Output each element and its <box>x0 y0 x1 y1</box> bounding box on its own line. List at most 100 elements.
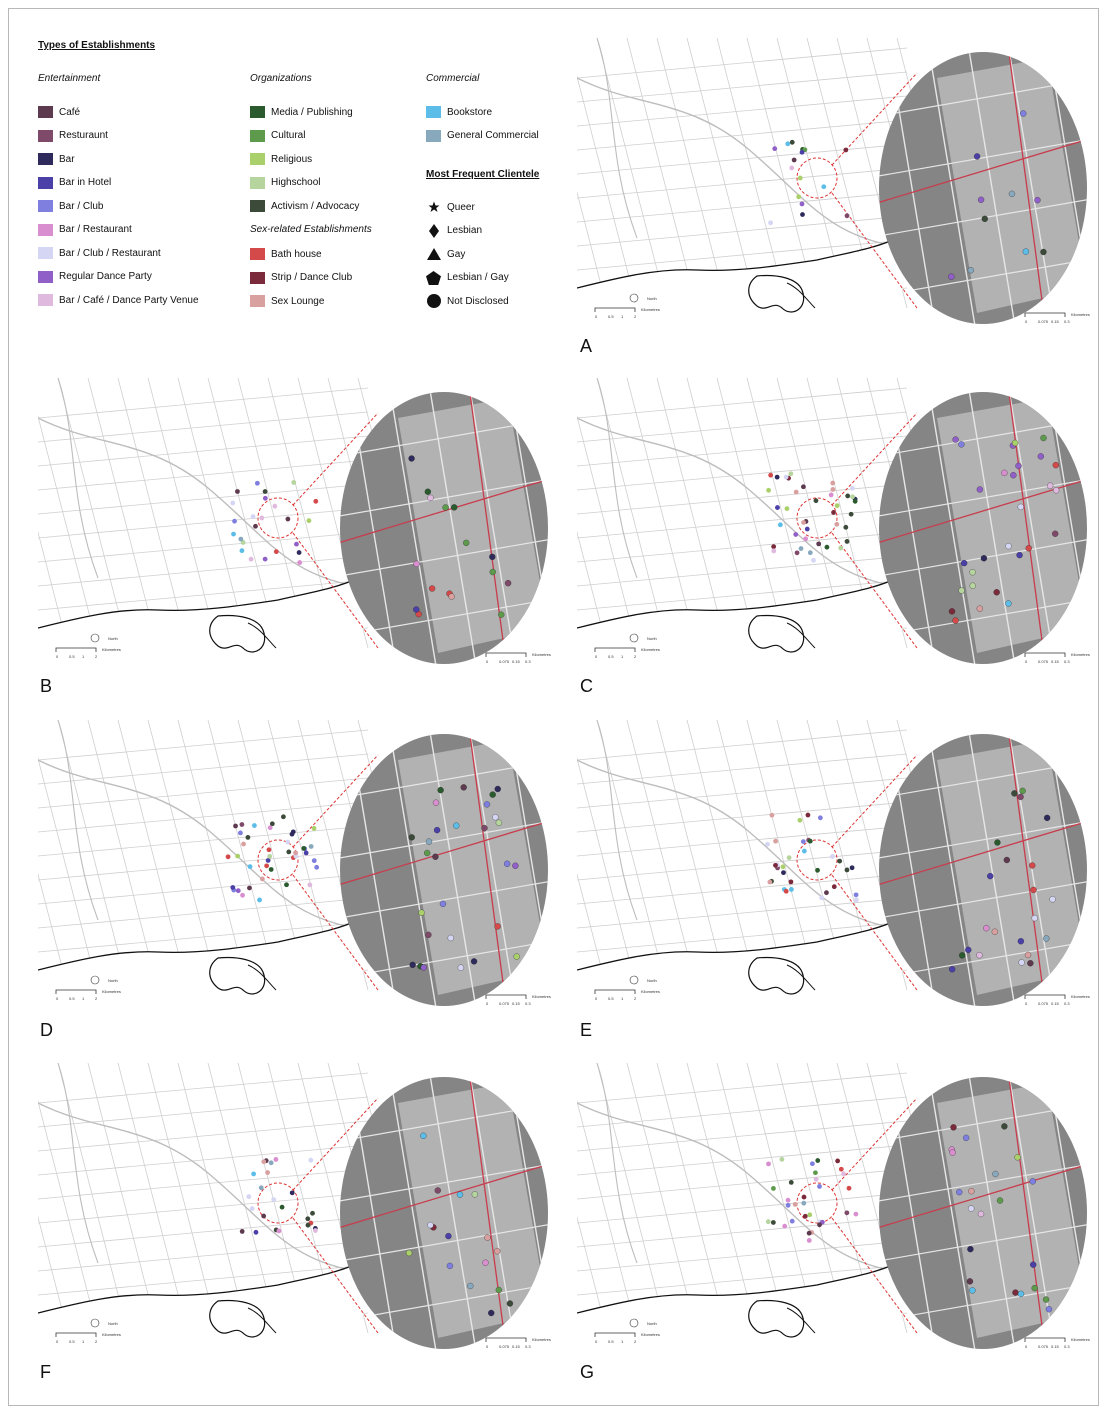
establishment-point <box>447 934 454 942</box>
road-line <box>38 507 369 539</box>
road-line <box>117 1063 189 1334</box>
inset-street <box>1006 392 1058 664</box>
establishment-point <box>239 548 245 554</box>
island-outline <box>247 964 277 991</box>
establishment-point <box>254 480 260 486</box>
establishment-point <box>1016 551 1023 559</box>
establishment-point <box>799 201 805 207</box>
establishment-point <box>767 879 773 885</box>
legend-swatch <box>426 106 441 118</box>
establishment-point <box>801 520 806 525</box>
road-line <box>577 531 908 563</box>
road-line <box>38 777 369 809</box>
main-scale-bar: 0 0.5 1 2 Kilometres <box>55 989 121 1001</box>
inset-main-street <box>879 819 1087 886</box>
establishment-point <box>471 1191 479 1198</box>
main-scale-bar: 0 0.5 1 2 Kilometres <box>55 1332 121 1344</box>
establishment-point <box>958 587 965 594</box>
establishment-point <box>949 966 956 973</box>
scale-label: 0.5 <box>608 654 614 659</box>
north-arrow-icon <box>90 633 100 643</box>
establishment-point <box>297 560 303 565</box>
legend-item-label: Highschool <box>271 177 321 188</box>
scale-unit: Kilometres <box>532 1337 551 1342</box>
legend-swatch <box>250 200 265 212</box>
establishment-point <box>969 1287 976 1294</box>
triangle-icon <box>426 247 441 261</box>
establishment-point <box>1017 938 1025 945</box>
establishment-point <box>977 1210 985 1218</box>
establishment-point <box>976 952 983 959</box>
establishment-point <box>801 1194 807 1200</box>
map-panel-c: 0 0.5 1 2 Kilometres 0 0.075 0.15 0.3 Kilometres N… <box>577 378 1097 678</box>
road-line <box>38 555 369 587</box>
establishment-point <box>1031 1284 1038 1292</box>
establishment-point <box>1045 1306 1053 1313</box>
zoom-connector <box>831 412 918 506</box>
road-line <box>577 1168 908 1200</box>
scale-label: 2 <box>634 1339 637 1344</box>
road-line <box>38 1264 369 1296</box>
establishment-point <box>788 879 794 885</box>
establishment-point <box>427 494 434 502</box>
establishment-point <box>779 1156 785 1162</box>
establishment-point <box>285 839 291 845</box>
establishment-point <box>948 273 955 280</box>
road-line <box>38 1240 369 1272</box>
inset-main-street <box>467 734 509 1006</box>
establishment-point <box>238 830 243 836</box>
establishment-point <box>969 569 976 576</box>
establishment-point <box>424 849 431 857</box>
inset-main-street <box>1006 1077 1048 1349</box>
inset-street <box>926 52 978 324</box>
establishment-point <box>789 139 795 145</box>
legend-item-sex_related: Sex Lounge <box>250 293 324 309</box>
road-line <box>577 849 908 881</box>
establishment-point <box>788 1179 794 1185</box>
establishment-point <box>994 839 1001 846</box>
legend-item-label: Bar / Café / Dance Party Venue <box>59 294 199 306</box>
establishment-point <box>503 860 511 867</box>
establishment-point <box>495 1286 502 1294</box>
establishment-point <box>286 849 292 855</box>
establishment-point <box>427 1221 434 1229</box>
establishment-point <box>783 888 789 894</box>
inset-street <box>340 879 548 921</box>
scale-label: 0 <box>595 1339 598 1344</box>
main-scale-bar: 0 0.5 1 2 Kilometres <box>594 989 660 1001</box>
establishment-point <box>269 821 275 827</box>
focus-area-circle <box>796 839 838 881</box>
legend-swatch <box>38 200 53 212</box>
road-line <box>38 849 369 881</box>
establishment-point <box>965 946 972 954</box>
establishment-point <box>1005 542 1012 550</box>
road-line <box>577 119 908 151</box>
legend-item-label: Strip / Dance Club <box>271 272 353 283</box>
establishment-point <box>1015 462 1022 470</box>
inset-street <box>547 1077 548 1349</box>
establishment-point <box>849 485 855 491</box>
legend-item-label: Sex Lounge <box>271 295 325 307</box>
road-line <box>577 1215 608 1334</box>
road-line <box>577 411 908 443</box>
zoom-connector <box>292 1217 379 1334</box>
legend-item-label: Media / Publishing <box>271 106 353 118</box>
road-line <box>38 873 369 905</box>
north-arrow-icon <box>90 975 100 985</box>
road-line <box>577 921 908 953</box>
inset-content <box>340 392 548 664</box>
establishment-point <box>494 923 501 930</box>
establishment-point <box>800 212 805 217</box>
scale-label: 0.5 <box>69 996 75 1001</box>
lake-area <box>38 920 368 1020</box>
establishment-point <box>1042 1296 1050 1303</box>
inset-map <box>340 734 548 1006</box>
inset-street <box>340 1222 548 1264</box>
zoom-connector <box>831 1217 918 1334</box>
road-line <box>38 753 369 785</box>
legend-item-label: Bath house <box>271 248 322 260</box>
establishment-point <box>408 834 415 841</box>
focus-zone <box>937 398 1087 653</box>
establishment-point <box>775 505 780 510</box>
